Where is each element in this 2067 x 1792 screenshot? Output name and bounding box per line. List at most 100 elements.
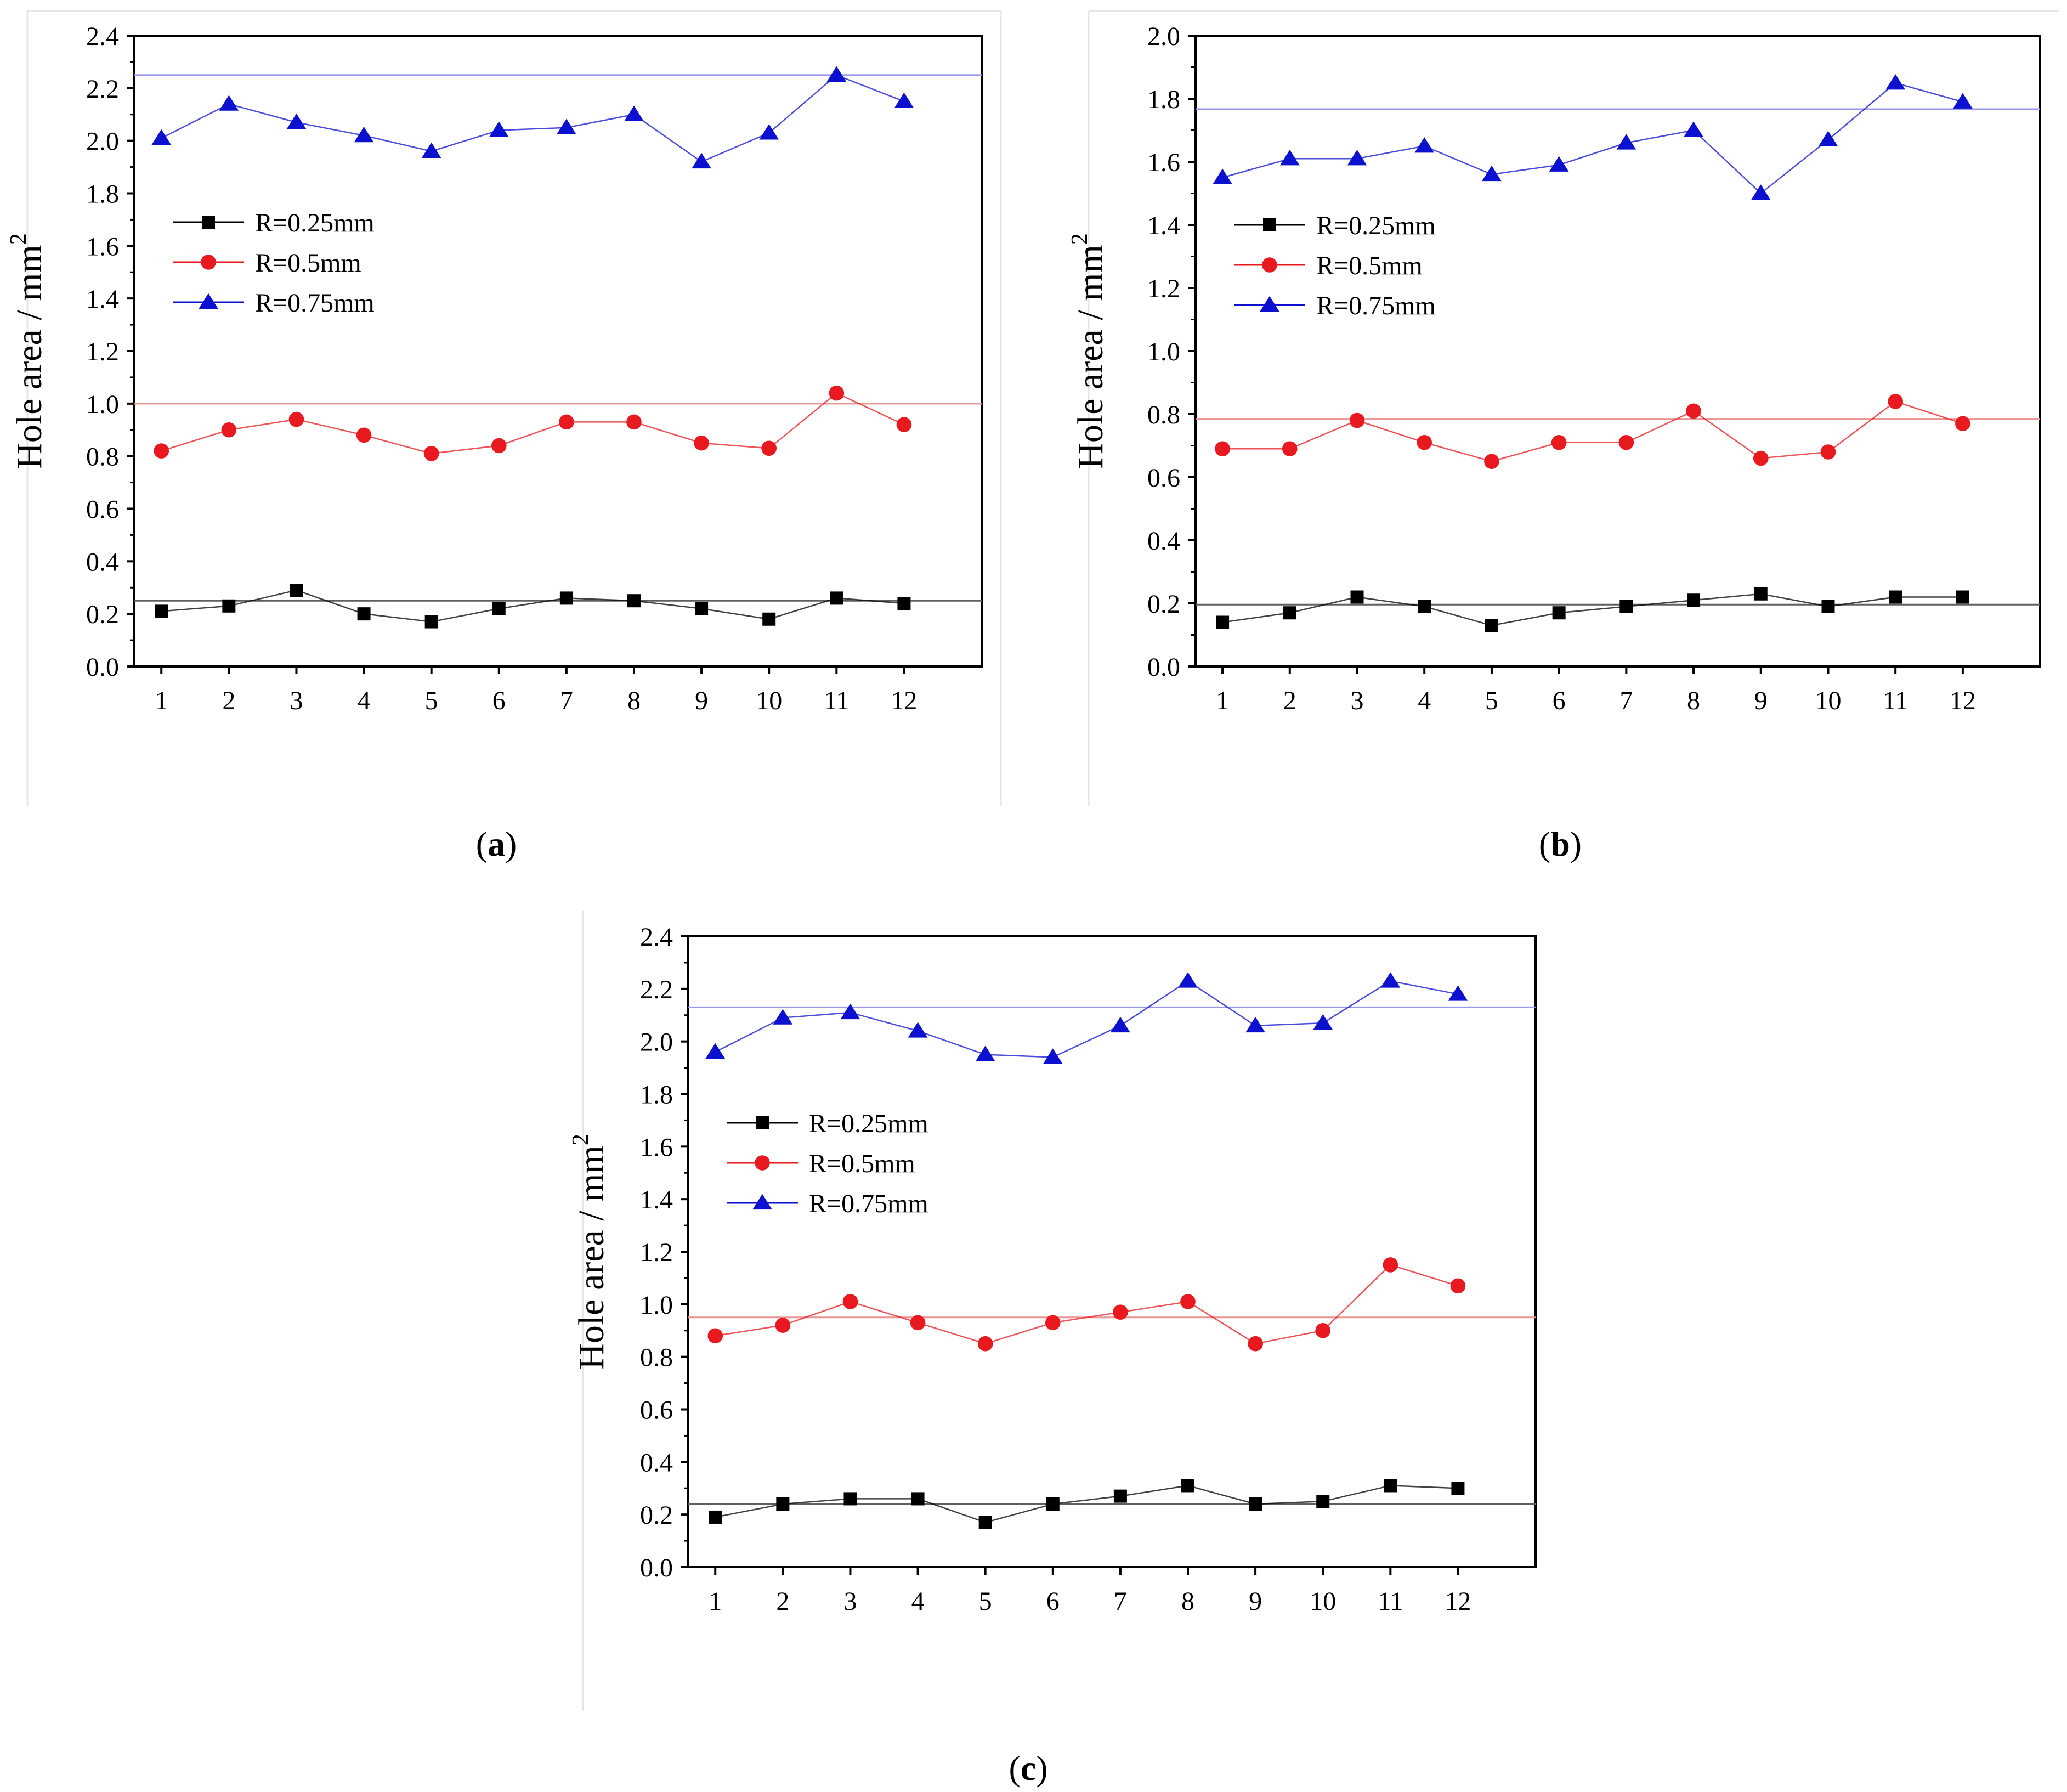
- data-point: [756, 1116, 769, 1129]
- data-point: [762, 612, 776, 626]
- data-point: [759, 124, 779, 140]
- x-tick-label: 9: [1249, 1587, 1262, 1616]
- data-point: [1315, 1322, 1331, 1338]
- x-tick-label: 12: [891, 686, 917, 715]
- data-point: [627, 594, 641, 608]
- data-point: [829, 385, 845, 401]
- chart-panel-b: 0.00.20.40.60.81.01.21.41.61.82.01 2 3 4 5 6 7…: [1067, 22, 2041, 715]
- data-point: [1417, 434, 1432, 450]
- data-point: [1215, 441, 1230, 457]
- y-tick-label: 1.8: [1147, 85, 1180, 114]
- data-point: [1616, 134, 1636, 150]
- series-square: [1216, 587, 1969, 632]
- data-point: [840, 1003, 860, 1020]
- x-tick-label: 11: [1378, 1587, 1403, 1616]
- data-point: [1753, 450, 1769, 466]
- data-point: [694, 435, 709, 451]
- data-point: [978, 1516, 992, 1529]
- y-tick-label: 0.6: [1147, 463, 1180, 493]
- series-circle: [154, 385, 912, 461]
- panel-label-c: (c): [1009, 1749, 1047, 1788]
- legend-label: R=0.75mm: [809, 1189, 928, 1218]
- data-point: [219, 95, 239, 111]
- data-point: [624, 105, 644, 121]
- y-tick-label: 1.6: [640, 1133, 673, 1162]
- data-point: [424, 615, 438, 629]
- x-tick-label: 3: [843, 1587, 857, 1616]
- data-point: [1687, 593, 1701, 607]
- data-point: [1178, 972, 1198, 988]
- data-point: [894, 92, 914, 108]
- y-tick-label: 0.2: [86, 600, 119, 629]
- data-point: [705, 1043, 726, 1059]
- legend-label: R=0.25mm: [1316, 211, 1436, 240]
- y-tick-label: 0.0: [86, 653, 119, 682]
- data-point: [1263, 218, 1276, 231]
- y-tick-label: 0.4: [640, 1448, 673, 1477]
- x-tick-label: 3: [290, 686, 303, 715]
- legend: R=0.25mm R=0.5mm R=0.75mm: [173, 208, 375, 318]
- y-tick-label: 0.6: [640, 1396, 673, 1425]
- y-tick-label: 2.0: [86, 127, 119, 156]
- x-tick-label: 3: [1351, 686, 1364, 715]
- plot-frame: [1194, 35, 2041, 668]
- data-point: [151, 129, 172, 145]
- data-point: [842, 1294, 858, 1309]
- data-point: [709, 1510, 722, 1524]
- data-point: [1619, 600, 1633, 613]
- y-tick-label: 0.4: [86, 547, 119, 576]
- data-point: [1046, 1497, 1060, 1511]
- y-tick-label: 0.0: [640, 1553, 673, 1582]
- legend-label: R=0.5mm: [255, 248, 361, 278]
- data-point: [559, 414, 574, 430]
- x-tick-label: 7: [560, 686, 573, 715]
- data-point: [1484, 454, 1499, 470]
- data-point: [843, 1492, 857, 1506]
- data-point: [1316, 1495, 1330, 1508]
- x-tick-label: 8: [627, 686, 641, 715]
- data-point: [201, 255, 216, 270]
- data-point: [154, 443, 169, 459]
- data-point: [897, 597, 911, 610]
- data-point: [1045, 1315, 1061, 1331]
- data-point: [1180, 1294, 1196, 1309]
- y-tick-label: 2.2: [86, 75, 119, 104]
- x-tick-label: 1: [709, 1587, 722, 1616]
- data-point: [1885, 74, 1905, 90]
- data-point: [492, 602, 506, 615]
- y-tick-label: 2.0: [640, 1028, 673, 1057]
- x-tick-label: 9: [1754, 686, 1768, 715]
- y-axis-label: Hole area / mm2: [6, 233, 49, 469]
- data-point: [1482, 165, 1502, 182]
- panel-label-a: (a): [476, 824, 517, 863]
- y-tick-label: 0.8: [640, 1343, 673, 1372]
- x-tick-label: 8: [1181, 1587, 1194, 1616]
- data-point: [1549, 156, 1569, 172]
- series-line: [715, 1264, 1458, 1345]
- data-point: [155, 604, 168, 618]
- y-tick-label: 1.4: [86, 285, 119, 314]
- x-tick-label: 1: [1216, 686, 1229, 715]
- y-tick-label: 0.8: [1147, 400, 1180, 429]
- data-point: [755, 1155, 770, 1171]
- data-point: [1383, 1257, 1398, 1273]
- data-point: [286, 113, 307, 129]
- data-point: [356, 427, 372, 443]
- y-tick-label: 0.0: [1147, 653, 1180, 682]
- data-point: [626, 414, 642, 430]
- x-tick-label: 10: [1815, 686, 1841, 715]
- data-point: [910, 1315, 926, 1331]
- x-tick-label: 5: [979, 1587, 992, 1616]
- y-tick-label: 1.2: [1147, 274, 1180, 303]
- data-point: [222, 599, 236, 613]
- x-tick-label: 4: [358, 686, 371, 715]
- legend-label: R=0.25mm: [255, 208, 375, 238]
- x-tick-label: 2: [222, 686, 235, 715]
- x-tick-label: 8: [1687, 686, 1700, 715]
- data-point: [1414, 137, 1435, 153]
- data-point: [1818, 131, 1838, 146]
- data-point: [557, 118, 576, 134]
- legend-label: R=0.75mm: [1316, 291, 1436, 320]
- x-tick-label: 4: [911, 1587, 925, 1616]
